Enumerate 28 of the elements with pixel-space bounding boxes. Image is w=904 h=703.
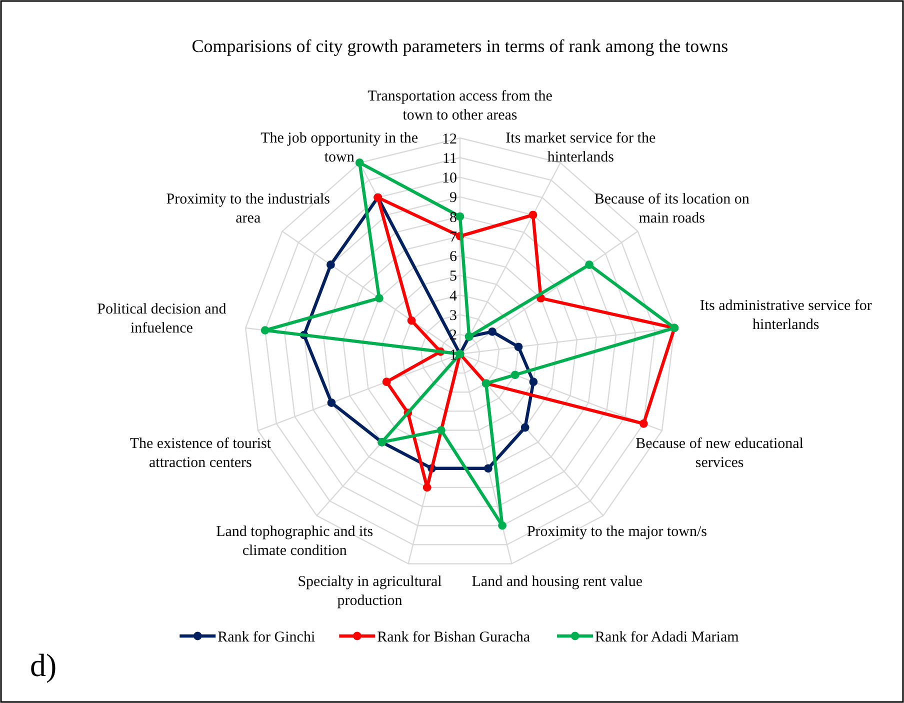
spoke-label: Proximity to the major town/s: [526, 524, 708, 540]
legend-label: Rank for Bishan Guracha: [377, 629, 530, 646]
y-tick-label: 8: [450, 210, 457, 226]
y-tick-label: 10: [442, 170, 457, 187]
y-tick-label: 1: [450, 347, 457, 364]
legend-label: Rank for Ginchi: [218, 629, 316, 646]
y-tick-label: 4: [450, 288, 458, 304]
spoke-label: The existence of tourist attraction centers: [130, 436, 272, 471]
spoke-label: Because of its location on main roads: [594, 191, 750, 226]
spoke-label: Land and housing rent value: [472, 574, 643, 590]
y-tick-label: 11: [442, 150, 457, 167]
spoke-label: Political decision and infuelence: [97, 301, 227, 336]
legend-label: Rank for Adadi Mariam: [595, 629, 740, 646]
chart-title: Comparisions of city growth parameters in terms of rank among the towns: [192, 36, 728, 56]
y-tick-label: 6: [450, 249, 458, 266]
y-tick-label: 9: [450, 190, 457, 206]
spoke-label: Its market service for the hinterlands: [506, 130, 656, 166]
text: d): [30, 647, 57, 683]
spoke-label: The job opportunity in the town: [260, 130, 418, 166]
spoke-label: Specialty in agricultural production: [298, 574, 442, 609]
y-tick-label: 12: [442, 131, 457, 148]
y-tick-label: 3: [450, 308, 457, 324]
spoke-label: Its administrative service for hinterlands: [700, 298, 872, 333]
spoke-label: Because of new educational services: [636, 436, 804, 471]
spoke-label: Land tophographic and its climate condition: [216, 524, 374, 560]
spoke-label: Transportation access from the town to other areas: [368, 88, 553, 124]
spoke-label: Proximity to the industrials area: [166, 191, 330, 226]
y-tick-label: 5: [450, 268, 457, 285]
